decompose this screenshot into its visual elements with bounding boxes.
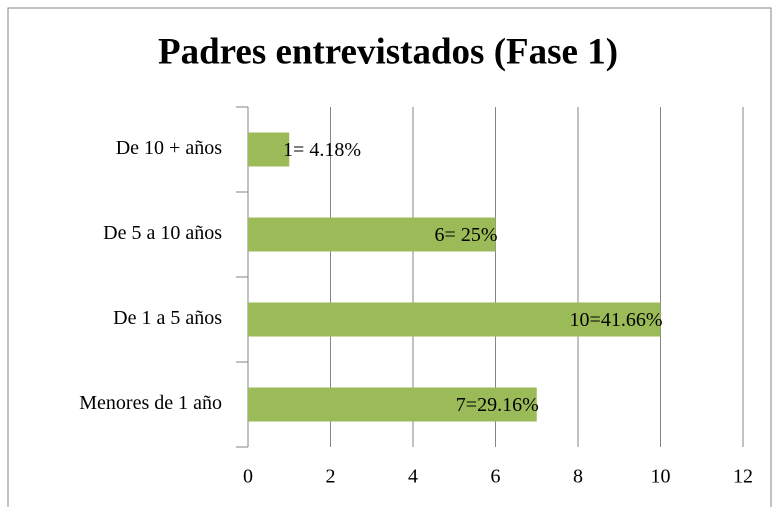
y-tick-label: De 5 a 10 años [103,222,222,244]
value-label: 10=41.66% [570,309,663,331]
y-tick-label: Menores de 1 año [79,392,222,414]
value-label: 7=29.16% [456,394,539,416]
x-tick-label: 6 [491,466,501,488]
x-tick-label: 4 [408,466,418,488]
bar [248,302,661,337]
bar [248,387,537,422]
x-tick-label: 10 [651,466,671,488]
value-label: 1= 4.18% [283,139,361,161]
x-tick-label: 2 [326,466,336,488]
y-tick-label: De 10 + años [116,137,222,159]
x-tick-label: 12 [733,466,753,488]
bar [248,217,496,252]
value-label: 6= 25% [435,224,498,246]
chart-title: Padres entrevistados (Fase 1) [158,31,618,72]
x-tick-label: 0 [243,466,253,488]
x-tick-label: 8 [573,466,583,488]
bar [248,132,290,167]
chart-frame [7,7,772,507]
y-tick-label: De 1 a 5 años [113,307,222,329]
